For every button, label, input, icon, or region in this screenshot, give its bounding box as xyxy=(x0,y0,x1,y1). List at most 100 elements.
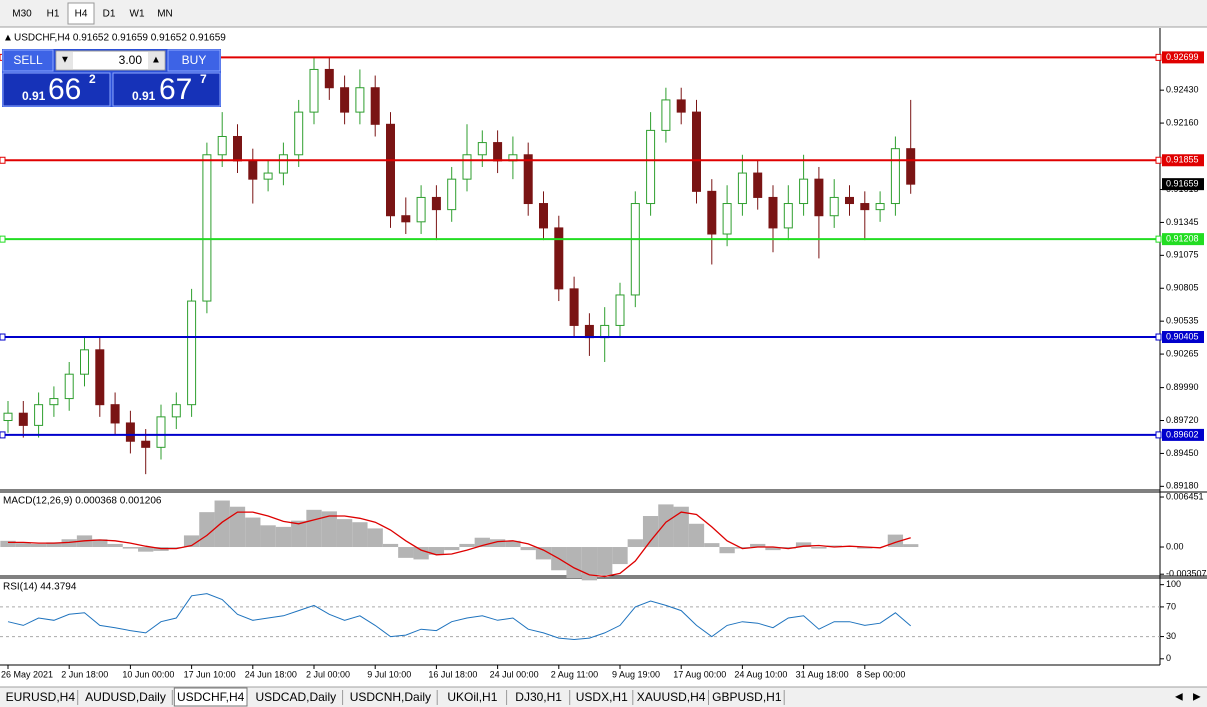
macd-histogram-bar xyxy=(811,547,827,549)
macd-histogram-bar xyxy=(520,547,536,551)
toolbar xyxy=(0,0,1207,27)
symbol-tab[interactable] xyxy=(250,689,342,707)
symbol-tab[interactable] xyxy=(508,689,569,707)
macd-histogram-bar xyxy=(61,539,77,548)
macd-histogram-bar xyxy=(612,547,628,565)
macd-histogram-bar xyxy=(46,542,62,548)
ask-box[interactable] xyxy=(112,72,221,107)
tab-scroll-left[interactable]: ◀ xyxy=(1175,692,1183,703)
candle-body xyxy=(309,68,319,113)
macd-histogram-bar xyxy=(581,547,598,581)
candle-body xyxy=(676,99,686,113)
buy-button[interactable] xyxy=(167,49,221,72)
candle-body xyxy=(447,178,457,211)
candle-body xyxy=(523,154,533,205)
candle-body xyxy=(401,215,411,223)
candle-body xyxy=(768,196,778,229)
tab-scroll-right[interactable]: ▶ xyxy=(1193,692,1201,703)
macd-histogram-bar xyxy=(658,504,674,548)
timeframe-label: H1 xyxy=(47,9,60,20)
bid-fraction: 2 xyxy=(89,72,96,86)
bid-box[interactable] xyxy=(2,72,111,107)
candle-body xyxy=(3,412,13,422)
x-tick-label: 2 Jun 18:00 xyxy=(61,669,108,679)
symbol-tab[interactable] xyxy=(710,689,784,707)
level-marker xyxy=(1155,431,1162,439)
macd-histogram-bar xyxy=(30,543,47,548)
timeframe-button[interactable] xyxy=(67,2,95,25)
candle-body xyxy=(125,422,135,442)
x-tick-label: 24 Jul 00:00 xyxy=(490,669,539,679)
symbol-tab[interactable] xyxy=(634,689,708,707)
candle-body xyxy=(187,300,197,406)
timeframe-button[interactable] xyxy=(152,3,178,24)
candle-body xyxy=(324,68,334,89)
x-tick-label: 10 Jun 00:00 xyxy=(122,669,174,679)
y-tick-label: 0.89990 xyxy=(1166,382,1199,392)
candle-body xyxy=(539,203,548,229)
symbol-tab[interactable] xyxy=(173,687,248,707)
macd-histogram-bar xyxy=(505,540,521,548)
level-price-label: 0.91855 xyxy=(1166,155,1199,165)
macd-histogram-bar xyxy=(336,519,353,548)
one-click-trading: SELL ▼ ▲ 3.00 BUY 0.91 66 2 0.91 67 7 xyxy=(2,49,221,107)
candle-body xyxy=(829,196,839,217)
level-price-box xyxy=(1162,51,1204,64)
macd-histogram-bar xyxy=(780,547,796,549)
macd-histogram-bar xyxy=(214,500,230,548)
sell-label: SELL xyxy=(13,53,43,67)
candle-body xyxy=(171,404,181,418)
current-price-label: 0.91659 xyxy=(1166,179,1199,189)
chart-window xyxy=(0,28,1207,687)
symbol-tab-label: XAUUSD,H4 xyxy=(637,690,706,704)
level-price-label: 0.89602 xyxy=(1166,429,1199,439)
collapse-icon[interactable]: ▲ xyxy=(3,33,13,44)
macd-histogram-bar xyxy=(566,547,582,579)
y-tick-label: 0.91075 xyxy=(1166,250,1199,260)
symbol-tab[interactable] xyxy=(344,689,437,707)
sell-button[interactable] xyxy=(2,49,54,72)
macd-histogram-bar xyxy=(719,547,735,554)
rsi-line xyxy=(7,593,912,641)
macd-histogram-bar xyxy=(107,543,123,548)
candle-body xyxy=(263,172,273,180)
macd-histogram-bar xyxy=(673,506,689,548)
level-price-box xyxy=(1162,331,1204,344)
timeframe-button[interactable] xyxy=(40,3,66,24)
timeframe-button[interactable] xyxy=(96,3,122,24)
volume-input[interactable] xyxy=(55,50,166,71)
symbol-tab[interactable] xyxy=(4,689,77,707)
candle-body xyxy=(34,404,44,426)
macd-histogram-bar xyxy=(245,517,261,548)
candle-body xyxy=(722,203,732,235)
candle-body xyxy=(64,373,74,400)
symbol-tab[interactable] xyxy=(571,689,632,707)
candle-body xyxy=(845,196,854,205)
symbol-tab-label: USDCNH,Daily xyxy=(350,690,431,704)
timeframe-label: W1 xyxy=(130,9,145,20)
y-tick-label: 100 xyxy=(1166,579,1181,589)
timeframe-button[interactable] xyxy=(124,3,150,24)
symbol-tab-label: DJ30,H1 xyxy=(515,690,562,704)
macd-histogram-bar xyxy=(122,547,139,549)
candle-body xyxy=(906,148,916,185)
macd-histogram-bar xyxy=(229,506,246,548)
x-tick-label: 16 Jul 18:00 xyxy=(428,669,477,679)
candle-body xyxy=(737,172,747,205)
level-price-label: 0.92699 xyxy=(1166,52,1199,62)
timeframe-button[interactable] xyxy=(6,3,38,24)
candle-body xyxy=(202,154,212,302)
candle-body xyxy=(615,294,625,326)
symbol-tab[interactable] xyxy=(439,689,506,707)
y-tick-label: -0.003507 xyxy=(1166,569,1207,579)
symbol-tab[interactable] xyxy=(79,689,172,707)
macd-histogram-bar xyxy=(857,547,873,549)
y-tick-label: 0.89450 xyxy=(1166,448,1199,458)
timeframe-label: MN xyxy=(157,9,173,20)
x-tick-label: 17 Aug 00:00 xyxy=(673,669,726,679)
volume-down[interactable] xyxy=(57,52,73,69)
volume-up[interactable] xyxy=(148,52,164,69)
candle-body xyxy=(386,123,395,217)
bid-pips: 66 xyxy=(48,73,81,106)
candle-body xyxy=(692,111,701,192)
